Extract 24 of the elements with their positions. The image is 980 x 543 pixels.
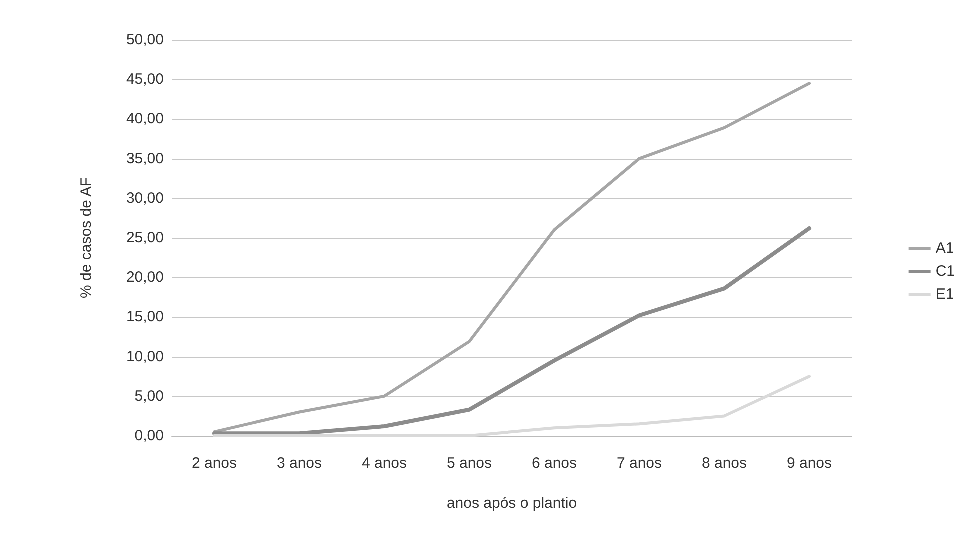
x-tick-label: 8 anos bbox=[702, 455, 748, 472]
y-tick-label: 10,00 bbox=[126, 348, 164, 366]
x-axis-title: anos após o plantio bbox=[446, 495, 578, 512]
y-axis-title: % de casos de AF bbox=[78, 178, 95, 298]
y-tick-label: 45,00 bbox=[126, 71, 164, 88]
x-tick-label: 5 anos bbox=[446, 455, 492, 472]
y-tick-label: 35,00 bbox=[126, 150, 164, 168]
x-tick-label: 7 anos bbox=[616, 455, 662, 472]
y-tick-label: 40,00 bbox=[126, 110, 164, 128]
y-tick-label: 30,00 bbox=[126, 190, 164, 207]
y-tick-label: 20,00 bbox=[126, 269, 164, 286]
x-tick-label: 3 anos bbox=[276, 455, 322, 472]
x-tick-label: 4 anos bbox=[362, 455, 408, 472]
x-tick-label: 9 anos bbox=[786, 455, 832, 472]
legend-label: E1 bbox=[936, 286, 954, 303]
y-tick-label: 50,00 bbox=[126, 32, 164, 48]
y-tick-label: 0,00 bbox=[134, 428, 164, 444]
y-tick-label: 5,00 bbox=[134, 388, 164, 405]
legend-label: A1 bbox=[936, 240, 954, 257]
legend-label: C1 bbox=[936, 263, 956, 280]
x-tick-label: 2 anos bbox=[192, 455, 238, 472]
y-tick-label: 25,00 bbox=[126, 230, 164, 246]
x-tick-label: 6 anos bbox=[532, 455, 578, 472]
y-tick-label: 15,00 bbox=[126, 308, 164, 326]
